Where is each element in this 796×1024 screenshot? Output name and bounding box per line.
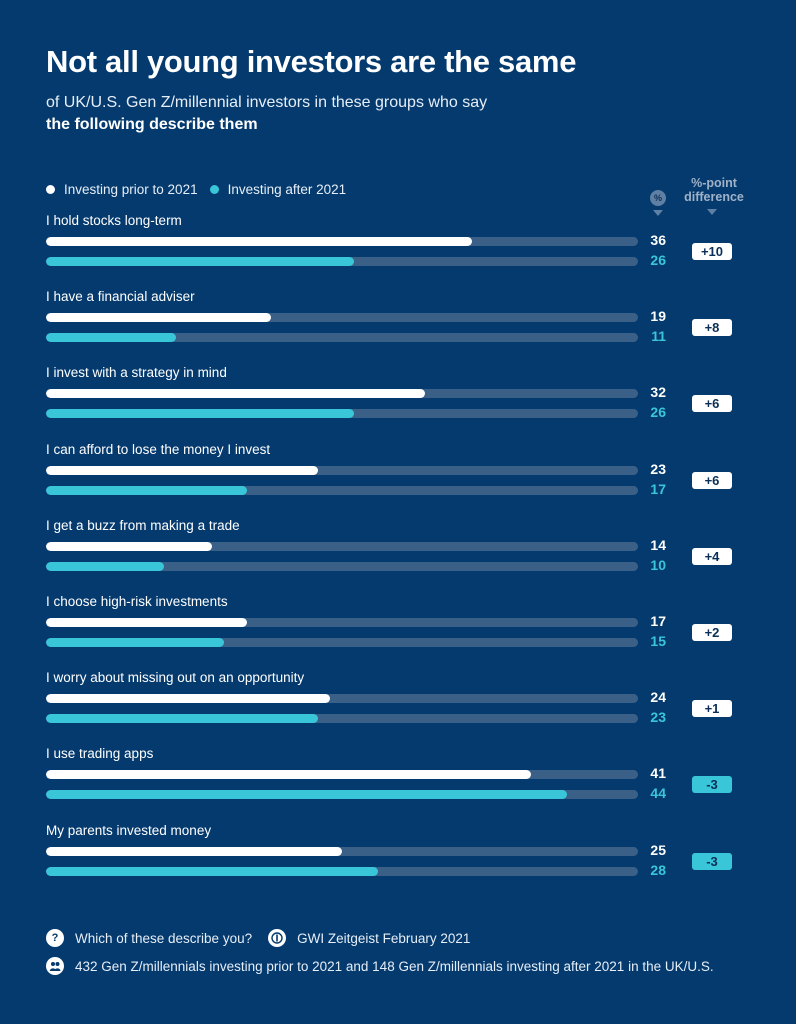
bar-prior — [46, 846, 342, 856]
difference-badge: +6 — [692, 471, 732, 489]
bar-prior — [46, 389, 425, 399]
row-label: I worry about missing out on an opportun… — [46, 670, 305, 686]
bar-track-after — [46, 257, 638, 266]
bar-track-after — [46, 485, 638, 495]
difference-column-heading: %-point difference — [684, 176, 744, 204]
bar-track-after — [46, 333, 638, 343]
bar-track-prior — [46, 541, 638, 551]
value-label-after: 26 — [650, 252, 666, 268]
difference-badge: +2 — [692, 624, 732, 641]
percent-column-icon: % — [650, 190, 666, 206]
legend-item-prior: Investing prior to 2021 — [46, 182, 198, 197]
legend-label-prior: Investing prior to 2021 — [64, 182, 198, 197]
legend-item-after: Investing after 2021 — [209, 182, 347, 197]
difference-badge: -3 — [692, 852, 732, 870]
value-label-after: 11 — [651, 328, 666, 345]
bar-track-prior — [46, 389, 638, 399]
subtitle-line-2: the following describe them — [46, 116, 258, 133]
bar-track-prior — [46, 237, 638, 246]
chart-title: Not all young investors are the same — [46, 44, 577, 79]
footer-question: Which of these describe you? — [75, 930, 253, 946]
value-label-after: 26 — [650, 404, 666, 421]
bar-track-after — [46, 638, 638, 647]
bar-prior — [46, 770, 532, 780]
value-label-after: 44 — [650, 785, 666, 802]
row-label: I use trading apps — [46, 746, 154, 762]
value-label-prior: 19 — [650, 308, 666, 325]
difference-badge: +8 — [692, 319, 732, 337]
value-label-after: 15 — [650, 633, 666, 649]
legend-dot-prior — [46, 185, 55, 194]
value-label-prior: 23 — [650, 460, 666, 477]
bar-track-after — [46, 409, 638, 419]
bar-track-prior — [46, 465, 638, 475]
bar-prior — [46, 313, 271, 323]
question-icon: ? — [46, 929, 64, 947]
legend-dot-after — [209, 185, 219, 194]
bar-track-prior — [46, 618, 638, 627]
row-label: I have a financial adviser — [46, 289, 195, 305]
row-label: I hold stocks long-term — [46, 213, 182, 228]
footer-sample: 432 Gen Z/millennials investing prior to… — [75, 958, 714, 974]
value-label-prior: 36 — [650, 232, 666, 248]
percent-column-arrow-icon — [653, 210, 663, 216]
legend-label-after: Investing after 2021 — [227, 182, 347, 197]
bar-track-prior — [46, 694, 638, 704]
row-label: I can afford to lose the money I invest — [46, 441, 271, 457]
value-label-after: 10 — [650, 556, 666, 573]
bar-after — [46, 714, 319, 724]
bar-track-prior — [46, 313, 638, 323]
bar-prior — [46, 618, 248, 627]
difference-badge: +10 — [692, 243, 732, 260]
difference-badge: +1 — [692, 700, 732, 718]
row-label: I choose high-risk investments — [46, 594, 228, 609]
row-label: I invest with a strategy in mind — [46, 365, 227, 381]
value-label-after: 23 — [650, 709, 666, 726]
value-label-prior: 25 — [650, 841, 666, 858]
row-label: I get a buzz from making a trade — [46, 517, 240, 533]
bar-after — [46, 866, 378, 876]
value-label-prior: 32 — [650, 384, 666, 401]
gwi-logo-icon — [268, 929, 287, 947]
bar-track-after — [46, 714, 638, 724]
people-icon — [46, 957, 64, 975]
bar-track-after — [46, 561, 638, 571]
difference-column-arrow-icon — [707, 209, 717, 215]
footer-source: GWI Zeitgeist February 2021 — [297, 930, 471, 946]
bar-after — [46, 409, 354, 419]
bar-track-after — [46, 790, 638, 800]
bar-after — [46, 333, 177, 343]
row-label: My parents invested money — [46, 822, 212, 838]
bar-prior — [46, 237, 473, 246]
chart-subtitle: of UK/U.S. Gen Z/millennial investors in… — [46, 92, 487, 136]
value-label-after: 28 — [650, 861, 666, 878]
footer-line-2: 432 Gen Z/millennials investing prior to… — [46, 957, 714, 975]
bar-after — [46, 790, 567, 800]
difference-badge: +6 — [692, 395, 732, 413]
value-label-prior: 14 — [650, 536, 666, 553]
footer-line-1: ? Which of these describe you? GWI Zeitg… — [46, 929, 470, 947]
bar-prior — [46, 541, 212, 551]
subtitle-line-1: of UK/U.S. Gen Z/millennial investors in… — [46, 94, 488, 111]
bar-after — [46, 257, 354, 266]
bar-after — [46, 638, 224, 647]
bar-after — [46, 561, 165, 571]
bar-prior — [46, 465, 319, 475]
value-label-after: 17 — [650, 480, 666, 497]
difference-badge: +4 — [692, 547, 732, 565]
bar-after — [46, 485, 248, 495]
difference-badge: -3 — [692, 776, 732, 794]
value-label-prior: 17 — [650, 613, 666, 629]
value-label-prior: 41 — [650, 765, 666, 782]
bar-track-after — [46, 866, 638, 876]
bar-prior — [46, 694, 331, 704]
bar-track-prior — [46, 770, 638, 780]
value-label-prior: 24 — [650, 689, 666, 706]
bar-track-prior — [46, 846, 638, 856]
legend: Investing prior to 2021 Investing after … — [46, 182, 358, 197]
